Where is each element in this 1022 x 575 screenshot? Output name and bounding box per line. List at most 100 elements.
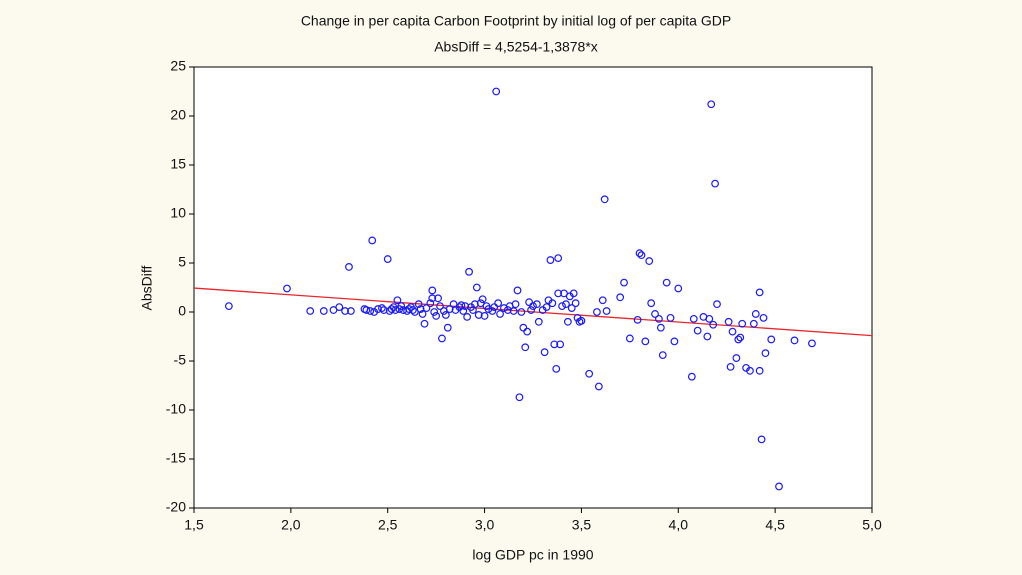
point [635, 249, 644, 258]
point [383, 255, 392, 263]
point [705, 314, 714, 323]
point [494, 299, 503, 308]
point [347, 307, 355, 315]
point [345, 263, 353, 271]
point [378, 304, 386, 312]
point [726, 362, 735, 371]
point [385, 307, 394, 315]
point [556, 340, 565, 349]
chart-title: Change in per capita Carbon Footprint by… [301, 13, 731, 29]
point [465, 267, 473, 276]
point [224, 302, 233, 311]
point [523, 327, 532, 336]
point [397, 302, 406, 311]
point [529, 302, 537, 311]
point [461, 302, 470, 311]
point [416, 305, 425, 313]
x-axis-label: log GDP pc in 1990 [472, 547, 593, 563]
point [418, 310, 427, 318]
x-tick-label: 4,0 [669, 517, 689, 533]
point [519, 323, 528, 332]
point [374, 305, 382, 313]
point [438, 334, 446, 343]
point [387, 305, 396, 313]
point [515, 393, 524, 402]
point [728, 327, 737, 336]
point [534, 317, 543, 326]
point [602, 307, 611, 315]
point [319, 307, 328, 315]
point [368, 236, 377, 245]
point [633, 315, 642, 324]
point [552, 364, 561, 373]
point [441, 311, 450, 319]
x-tick-label: 4,5 [765, 517, 785, 533]
point [492, 87, 501, 96]
point [703, 332, 712, 341]
point [540, 348, 549, 357]
point [488, 307, 497, 315]
point [571, 299, 580, 308]
point [426, 299, 435, 308]
point [474, 311, 483, 319]
point [585, 369, 594, 378]
point [620, 278, 628, 287]
x-tick-label: 2,0 [281, 517, 301, 533]
point [666, 313, 675, 322]
point [422, 304, 431, 312]
point [470, 300, 479, 309]
point [761, 349, 770, 358]
point [755, 288, 764, 297]
point [445, 305, 454, 313]
point [563, 317, 572, 326]
point [594, 382, 603, 391]
point [749, 319, 758, 328]
point [414, 300, 423, 309]
point [430, 308, 439, 316]
point [755, 366, 764, 375]
point [569, 289, 578, 298]
point [548, 299, 557, 308]
y-tick-label: -15 [166, 450, 186, 466]
point [655, 314, 663, 323]
point [434, 294, 442, 303]
point [480, 312, 489, 320]
point [567, 304, 576, 312]
point [525, 298, 534, 307]
point [775, 482, 783, 491]
point [463, 313, 472, 321]
point [562, 300, 570, 309]
point [790, 336, 799, 345]
point [598, 296, 607, 305]
point [647, 299, 656, 308]
x-tick-label: 3,0 [475, 517, 495, 533]
point [503, 306, 512, 314]
x-tick-label: 2,5 [378, 517, 398, 533]
y-tick-label: 10 [170, 205, 186, 221]
point [436, 302, 444, 311]
point [577, 316, 586, 325]
point [674, 284, 683, 293]
point [662, 278, 671, 287]
y-axis-label: AbsDiff [139, 265, 155, 310]
point [341, 307, 349, 315]
point [403, 307, 411, 315]
plot-area [193, 66, 873, 509]
point [517, 308, 526, 316]
point [736, 333, 745, 342]
y-tick-label: -20 [166, 499, 186, 515]
point [709, 320, 718, 329]
point [306, 307, 315, 315]
point [637, 251, 646, 260]
point [651, 310, 659, 318]
point [616, 293, 625, 302]
y-tick-label: 20 [170, 107, 186, 123]
point [687, 372, 696, 381]
point [393, 296, 402, 305]
point [707, 100, 716, 109]
point [751, 310, 760, 318]
point [513, 286, 522, 295]
point [362, 306, 371, 314]
y-tick-label: 0 [178, 303, 186, 319]
point [558, 302, 566, 311]
